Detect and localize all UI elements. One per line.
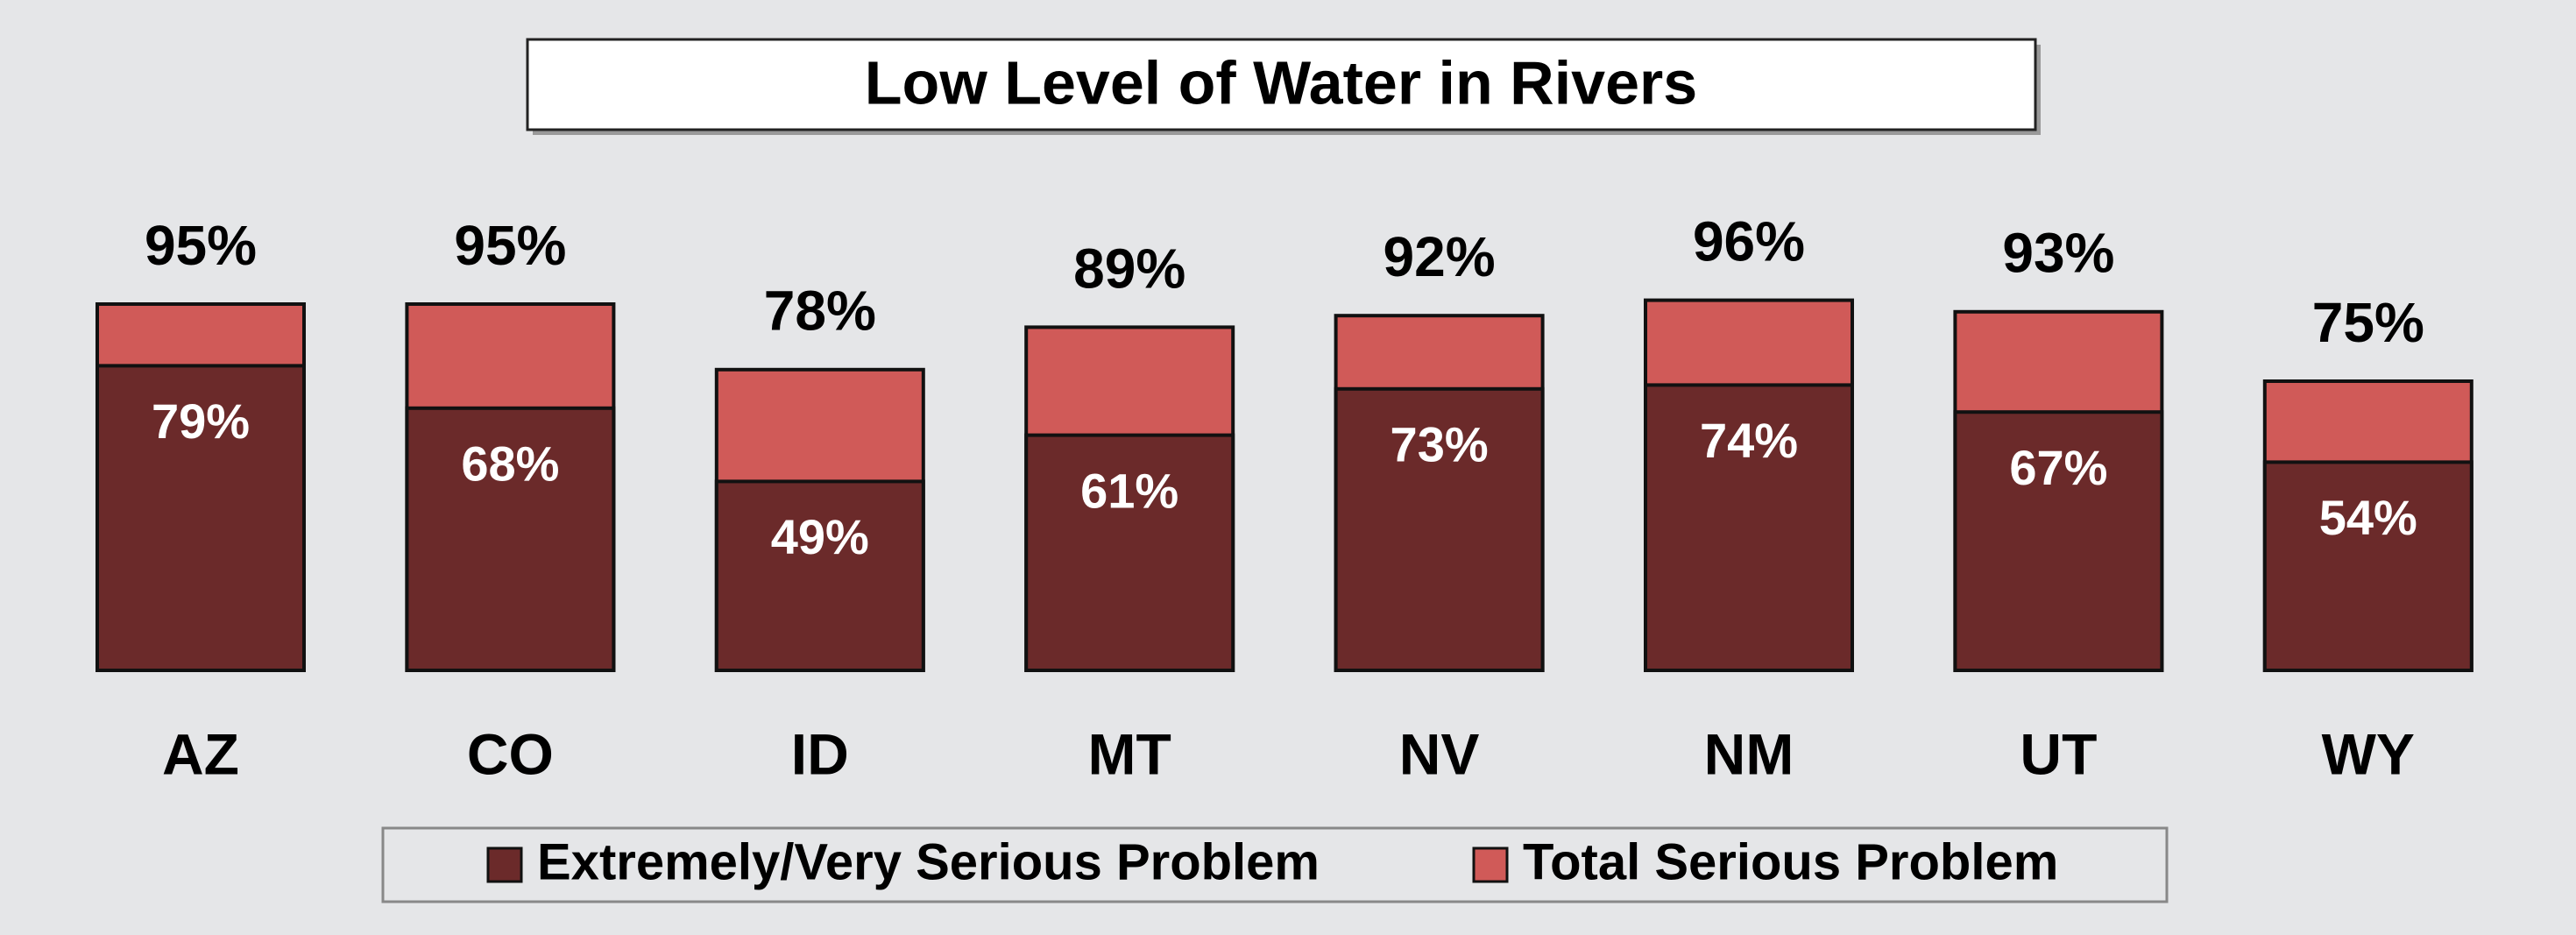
x-tick-label: AZ — [162, 721, 239, 786]
chart-title: Low Level of Water in Rivers — [865, 48, 1697, 117]
extreme-label: 54% — [2319, 490, 2417, 545]
total-label: 89% — [1073, 237, 1185, 300]
extreme-label: 79% — [152, 393, 250, 449]
x-tick-label: NM — [1704, 721, 1794, 786]
legend-label: Extremely/Very Serious Problem — [537, 833, 1320, 890]
total-label: 95% — [454, 214, 566, 277]
extreme-label: 67% — [2009, 440, 2107, 495]
x-tick-label: MT — [1088, 721, 1171, 786]
title-box — [526, 38, 2037, 131]
bar — [1334, 386, 1545, 672]
total-label: 92% — [1384, 225, 1496, 288]
total-label: 78% — [764, 280, 876, 343]
extreme-label: 61% — [1080, 463, 1178, 518]
legend-label: Total Serious Problem — [1523, 833, 2058, 890]
x-tick-label: CO — [467, 721, 554, 786]
bar — [2262, 460, 2473, 673]
x-tick-label: ID — [791, 721, 849, 786]
bar — [1644, 383, 1854, 672]
legend-swatch — [1472, 846, 1509, 883]
extreme-label: 73% — [1391, 417, 1489, 472]
extreme-label: 49% — [771, 509, 869, 564]
x-tick-label: UT — [2020, 721, 2097, 786]
legend-box — [381, 826, 2169, 903]
bar — [405, 406, 616, 672]
bar — [1024, 433, 1235, 672]
extreme-label: 68% — [461, 436, 559, 492]
total-label: 93% — [2002, 222, 2114, 285]
x-tick-label: WY — [2322, 721, 2415, 786]
total-label: 75% — [2312, 291, 2424, 354]
extreme-label: 74% — [1700, 413, 1798, 468]
bar — [714, 479, 925, 673]
bar — [1953, 410, 2164, 672]
legend-swatch — [486, 846, 523, 883]
total-label: 96% — [1693, 210, 1805, 273]
total-label: 95% — [145, 214, 257, 277]
bar — [96, 364, 306, 672]
x-tick-label: NV — [1399, 721, 1480, 786]
